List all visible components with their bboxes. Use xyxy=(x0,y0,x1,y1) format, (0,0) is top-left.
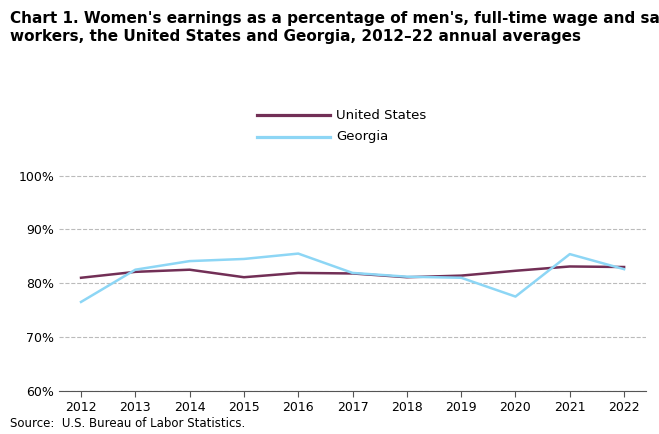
Text: United States: United States xyxy=(336,108,426,122)
Text: Chart 1. Women's earnings as a percentage of men's, full-time wage and salary
wo: Chart 1. Women's earnings as a percentag… xyxy=(10,11,659,44)
Text: Source:  U.S. Bureau of Labor Statistics.: Source: U.S. Bureau of Labor Statistics. xyxy=(10,417,245,430)
Text: Georgia: Georgia xyxy=(336,130,388,143)
